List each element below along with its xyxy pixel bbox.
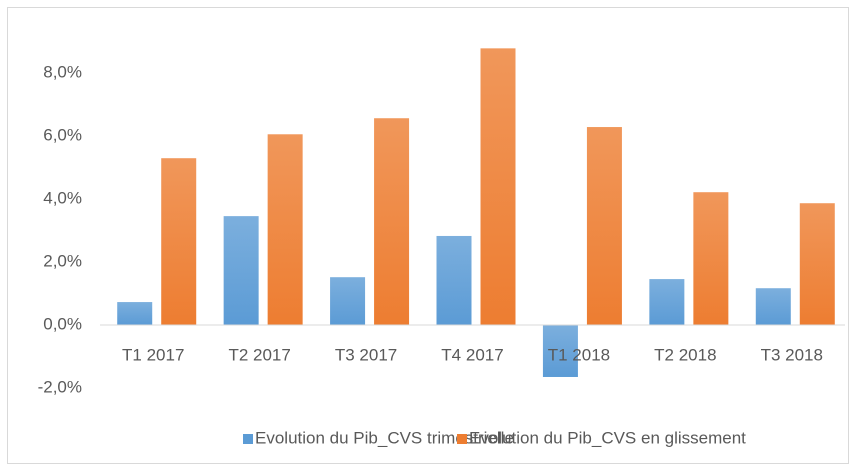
x-tick-label: T3 2018 (761, 346, 823, 365)
legend-swatch (243, 434, 253, 444)
x-tick-label: T1 2017 (122, 346, 184, 365)
y-tick-label: 2,0% (43, 252, 82, 271)
x-tick-label: T1 2018 (548, 346, 610, 365)
bar (799, 203, 835, 326)
bar (374, 118, 410, 326)
bar (436, 235, 472, 326)
y-tick-label: 8,0% (43, 63, 82, 82)
x-tick-label: T3 2017 (335, 346, 397, 365)
x-tick-label: T2 2017 (228, 346, 290, 365)
y-tick-label: -2,0% (38, 377, 82, 396)
bar (755, 288, 791, 326)
y-tick-label: 4,0% (43, 189, 82, 208)
bar (267, 134, 303, 326)
bar (586, 127, 622, 326)
x-tick-label: T4 2017 (441, 346, 503, 365)
bar (330, 277, 366, 326)
x-tick-label: T2 2018 (654, 346, 716, 365)
legend-swatch (457, 434, 467, 444)
bar (480, 48, 516, 326)
bar (693, 192, 729, 326)
bar (161, 158, 197, 326)
bar (117, 302, 153, 326)
bar (649, 279, 685, 326)
legend-label: Evolution du Pib_CVS trimestrielle (255, 428, 514, 447)
legend-label: Evolution du Pib_CVS en glissement (469, 428, 746, 447)
bar (223, 216, 259, 326)
y-tick-label: 0,0% (43, 315, 82, 334)
bar (542, 325, 578, 377)
y-tick-label: 6,0% (43, 126, 82, 145)
